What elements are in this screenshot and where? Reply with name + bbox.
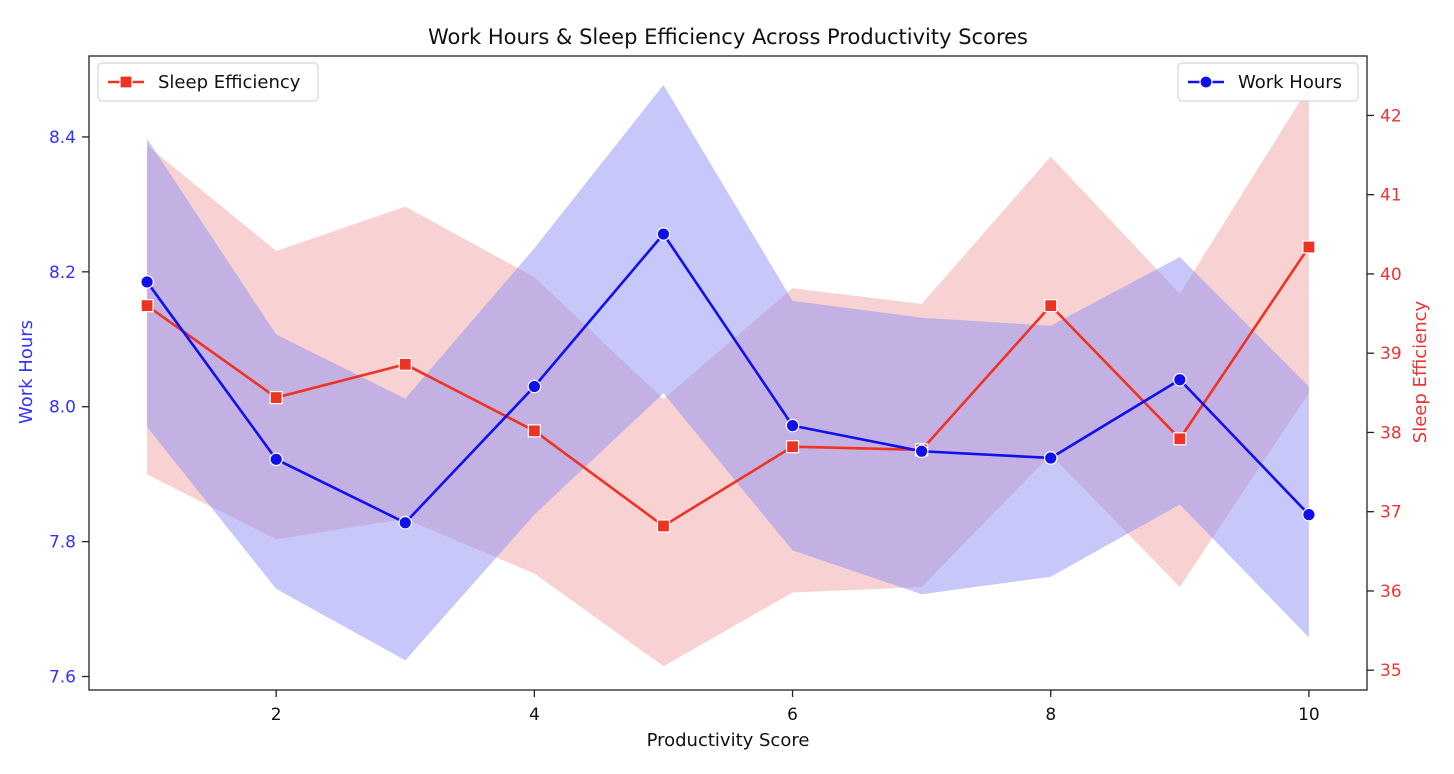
- sleep-efficiency-line: [146, 246, 1310, 528]
- sleep-efficiency-legend: Sleep Efficiency: [97, 62, 319, 102]
- y-right-tick-label: 39: [1380, 344, 1402, 364]
- legend-label: Work Hours: [1238, 72, 1342, 93]
- x-tick-label: 2: [271, 705, 282, 725]
- y-left-tick-label: 7.6: [49, 668, 76, 688]
- work-hours-point: [1043, 451, 1058, 465]
- series-markers: [140, 227, 1316, 533]
- y-left-tick-label: 8.0: [49, 398, 76, 418]
- y-right-tick-label: 35: [1380, 661, 1402, 681]
- y-axis-right-label: Sleep Efficiency: [1410, 300, 1431, 443]
- work-hours-point: [527, 379, 542, 394]
- work-hours-confidence-band: [147, 85, 1309, 661]
- y-right-tick-label: 36: [1380, 582, 1402, 602]
- work-hours-legend: Work Hours: [1177, 62, 1359, 102]
- sleep-efficiency-point: [1173, 432, 1187, 446]
- legends: Sleep Efficiency Work Hours: [97, 62, 1359, 102]
- y-left-tick-label: 8.4: [49, 128, 76, 148]
- x-tick-label: 4: [529, 705, 540, 725]
- legend-marker-swatch: [119, 75, 133, 89]
- x-tick-label: 8: [1045, 705, 1056, 725]
- sleep-efficiency-point: [656, 519, 671, 533]
- work-hours-point: [914, 444, 929, 459]
- sleep-efficiency-point: [140, 299, 154, 313]
- y-left-tick-label: 8.2: [49, 263, 76, 283]
- sleep-efficiency-point: [398, 357, 412, 371]
- sleep-efficiency-point: [1044, 299, 1058, 313]
- work-hours-point: [1173, 372, 1187, 387]
- confidence-bands: [147, 85, 1309, 667]
- x-axis-label: Productivity Score: [647, 730, 810, 751]
- y-left-tick-label: 7.8: [49, 533, 76, 553]
- work-hours-line: [146, 232, 1310, 525]
- y-right-tick-label: 37: [1380, 503, 1402, 523]
- axes: 2 4 6 8 10 7.6 7.8 8.0 8.2 8.4 35 36 37 38 39 40 41 42: [49, 55, 1402, 725]
- y-right-tick-label: 42: [1380, 106, 1402, 126]
- y-axis-left-label: Work Hours: [16, 320, 37, 424]
- x-tick-label: 10: [1298, 705, 1320, 725]
- y-right-tick-label: 41: [1380, 186, 1402, 206]
- y-right-tick-label: 38: [1380, 423, 1402, 443]
- x-tick-label: 6: [787, 705, 798, 725]
- sleep-efficiency-point: [1302, 240, 1316, 254]
- legend-box: [1177, 62, 1359, 102]
- work-hours-point: [1302, 507, 1316, 522]
- work-hours-point: [398, 515, 413, 530]
- y-right-tick-label: 40: [1380, 265, 1402, 285]
- series-lines: [146, 232, 1310, 528]
- work-hours-point: [785, 418, 800, 433]
- legend-box: [97, 62, 319, 102]
- chart-title: Work Hours & Sleep Efficiency Across Pro…: [428, 25, 1028, 49]
- work-hours-point: [656, 227, 671, 241]
- work-hours-point: [140, 275, 154, 289]
- sleep-efficiency-point: [785, 440, 800, 454]
- work-hours-point: [269, 452, 283, 467]
- legend-marker-swatch: [1199, 75, 1213, 89]
- legend-label: Sleep Efficiency: [158, 72, 301, 93]
- sleep-efficiency-point: [269, 390, 283, 405]
- plot-frame: [88, 55, 1368, 691]
- sleep-efficiency-point: [527, 424, 541, 438]
